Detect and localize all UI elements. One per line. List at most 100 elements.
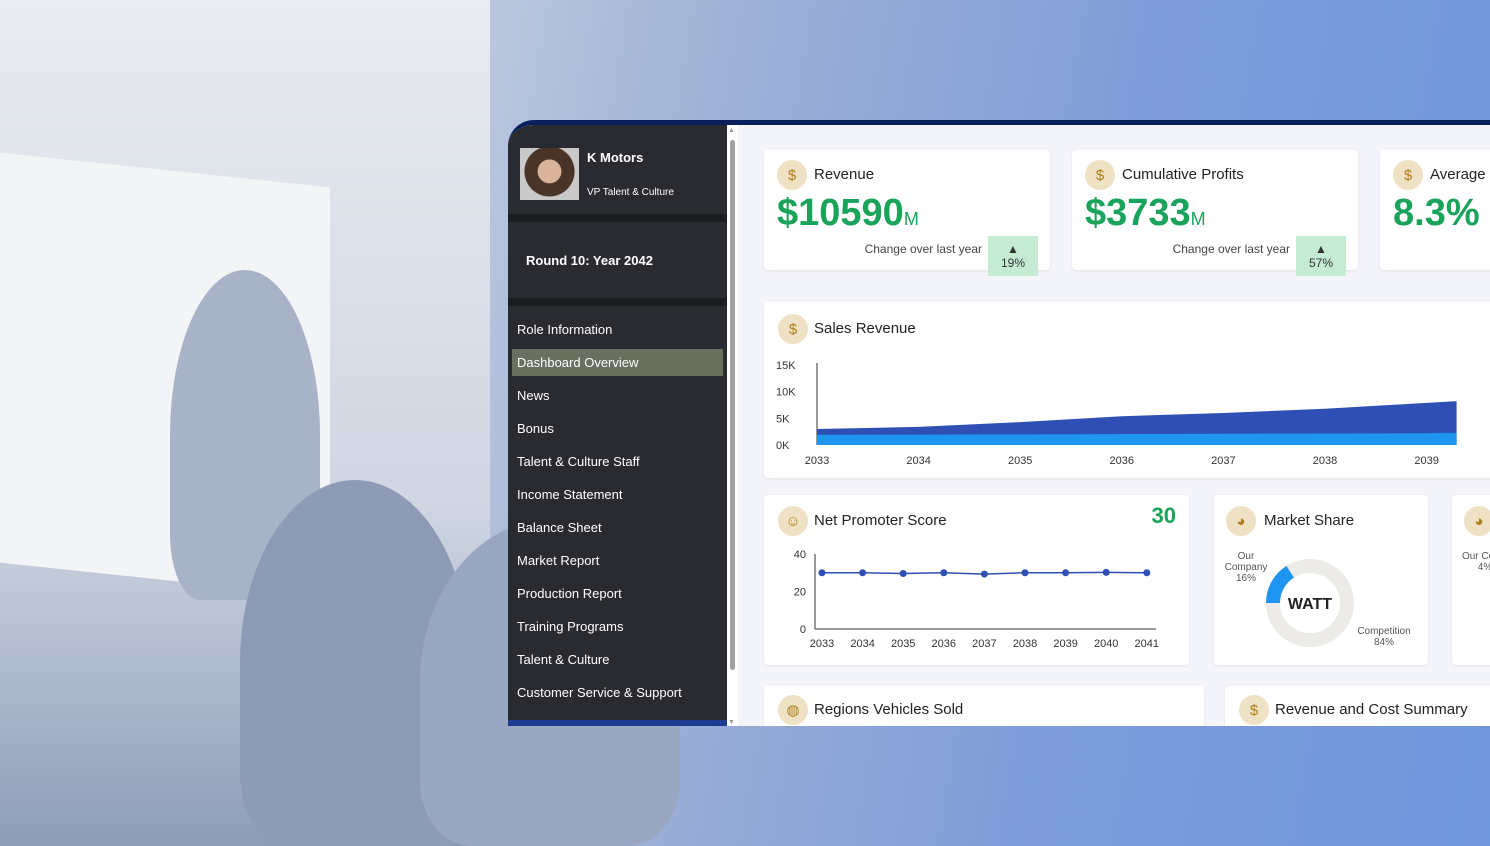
nps-point <box>940 569 948 577</box>
nps-point <box>859 569 867 577</box>
sidebar-item-training-programs[interactable]: Training Programs <box>517 619 624 634</box>
kpi-title: Revenue <box>814 166 875 183</box>
sidebar-item-role-information[interactable]: Role Information <box>517 322 613 337</box>
nps-point <box>1102 568 1110 576</box>
x-tick-label: 2037 <box>1211 455 1235 467</box>
x-tick-label: 2035 <box>891 638 915 650</box>
x-tick-label: 2038 <box>1013 638 1037 650</box>
kpi-value: $3733M <box>1085 192 1206 234</box>
x-tick-label: 2039 <box>1414 455 1438 467</box>
y-tick-label: 0K <box>776 440 790 452</box>
user-role: VP Talent & Culture <box>587 187 674 198</box>
y-tick-label: 5K <box>776 413 790 425</box>
money-bag-icon: $ <box>777 160 807 190</box>
y-tick-label: 15K <box>776 360 796 372</box>
sidebar-item-bonus[interactable]: Bonus <box>517 421 554 436</box>
person-icon: ☺ <box>778 506 808 536</box>
nps-value: 30 <box>1151 503 1176 528</box>
profile: K Motors VP Talent & Culture <box>508 125 727 222</box>
kpi-change-badge: ▲ 19% <box>988 236 1038 276</box>
sidebar-item-income-statement[interactable]: Income Statement <box>517 487 623 502</box>
sidebar-item-production-report[interactable]: Production Report <box>517 586 622 601</box>
x-tick-label: 2035 <box>1008 455 1032 467</box>
our-company-label: Our Comp4% <box>1461 551 1490 573</box>
x-tick-label: 2033 <box>805 455 829 467</box>
coins-icon: $ <box>1085 160 1115 190</box>
round-label: Round 10: Year 2042 <box>508 222 727 306</box>
x-tick-label: 2033 <box>810 638 834 650</box>
kpi-title: Cumulative Profits <box>1122 166 1244 183</box>
market-share-card-2: ◕ Our Comp4% <box>1452 495 1490 665</box>
kpi-card: $ Revenue $10590M Change over last year … <box>764 150 1050 276</box>
our-company-slice <box>1266 565 1295 604</box>
revenue-cost-card: $ Revenue and Cost Summary <box>1225 686 1490 726</box>
sales-revenue-chart: 0K 5K 10K 15K 2033 2034 2035 2036 2037 2038 2039 <box>776 360 1457 467</box>
kpi-change-label: Change over last year <box>864 242 982 256</box>
kpi-value: $10590M <box>777 192 919 234</box>
sidebar-footer <box>508 720 727 726</box>
sidebar-nav: Role Information Dashboard Overview News Bo… <box>508 306 727 706</box>
sidebar-item-news[interactable]: News <box>517 388 550 403</box>
card-title: Regions Vehicles Sold <box>814 701 964 718</box>
y-tick-label: 40 <box>794 549 806 561</box>
x-tick-label: 2039 <box>1053 638 1077 650</box>
company-name: K Motors <box>587 150 644 165</box>
nps-point <box>1143 569 1151 577</box>
kpi-change-label: Change over last year <box>1172 242 1290 256</box>
sidebar-item-balance-sheet[interactable]: Balance Sheet <box>517 520 602 535</box>
kpi-card: $ Average I 8.3% Ch <box>1380 150 1490 270</box>
pie-chart-icon: ◕ <box>1464 506 1490 536</box>
x-tick-label: 2041 <box>1135 638 1159 650</box>
nps-point <box>1062 569 1070 577</box>
regions-vehicles-card: ◍ Regions Vehicles Sold <box>764 686 1204 726</box>
nps-point <box>980 570 988 578</box>
scrollbar-thumb[interactable] <box>730 140 735 670</box>
nps-card: ☺ Net Promoter Score 30 0 20 40 2033 2034 203… <box>764 495 1189 665</box>
sidebar-item-talent-culture[interactable]: Talent & Culture <box>517 652 610 667</box>
dashboard-window: K Motors VP Talent & Culture Round 10: Y… <box>508 120 1490 726</box>
card-title: Market Share <box>1264 512 1355 529</box>
y-tick-label: 20 <box>794 587 806 599</box>
scale-icon: $ <box>1393 160 1423 190</box>
y-tick-label: 0 <box>800 624 806 636</box>
sidebar: K Motors VP Talent & Culture Round 10: Y… <box>508 125 727 726</box>
x-tick-label: 2037 <box>972 638 996 650</box>
x-tick-label: 2036 <box>932 638 956 650</box>
donut-center-label: WATT <box>1288 596 1332 613</box>
card-title: Sales Revenue <box>814 320 916 337</box>
x-tick-label: 2038 <box>1313 455 1337 467</box>
area-series-light <box>817 432 1457 445</box>
competition-label: Competition 84% <box>1357 626 1411 648</box>
nps-point <box>818 569 826 577</box>
market-share-donut: WATT <box>1266 559 1354 647</box>
hand-money-icon: $ <box>778 314 808 344</box>
globe-icon: ◍ <box>778 695 808 725</box>
scroll-up-icon[interactable]: ▲ <box>728 127 735 134</box>
magnifier-dollar-icon: $ <box>1239 695 1269 725</box>
kpi-card: $ Cumulative Profits $3733M Change over … <box>1072 150 1358 276</box>
card-title: Net Promoter Score <box>814 512 947 529</box>
x-tick-label: 2040 <box>1094 638 1118 650</box>
sales-revenue-card: $ Sales Revenue 0K 5K 10K 15K 2033 2034 2035 20… <box>764 302 1490 478</box>
nps-point <box>899 570 907 577</box>
nps-point <box>1021 569 1029 577</box>
x-tick-label: 2034 <box>906 455 930 467</box>
market-share-card: ◕ Market Share Our Company 16% Competitio… <box>1214 495 1428 665</box>
kpi-title: Average I <box>1430 166 1490 183</box>
scroll-down-icon[interactable]: ▼ <box>728 719 735 726</box>
scrollbar[interactable]: ▲ ▼ <box>727 125 738 726</box>
x-tick-label: 2036 <box>1110 455 1134 467</box>
pie-chart-icon: ◕ <box>1226 506 1256 536</box>
sidebar-item-market-report[interactable]: Market Report <box>517 553 600 568</box>
card-title: Revenue and Cost Summary <box>1275 701 1468 718</box>
sidebar-item-customer-service-support[interactable]: Customer Service & Support <box>517 685 682 700</box>
x-tick-label: 2034 <box>850 638 874 650</box>
kpi-change-badge: ▲ 57% <box>1296 236 1346 276</box>
sidebar-item-dashboard-overview[interactable]: Dashboard Overview <box>512 349 723 376</box>
sidebar-item-talent-culture-staff[interactable]: Talent & Culture Staff <box>517 454 640 469</box>
avatar <box>520 148 579 200</box>
y-tick-label: 10K <box>776 387 796 399</box>
our-company-label: Our Company 16% <box>1224 551 1268 584</box>
kpi-value: 8.3% <box>1393 192 1480 234</box>
